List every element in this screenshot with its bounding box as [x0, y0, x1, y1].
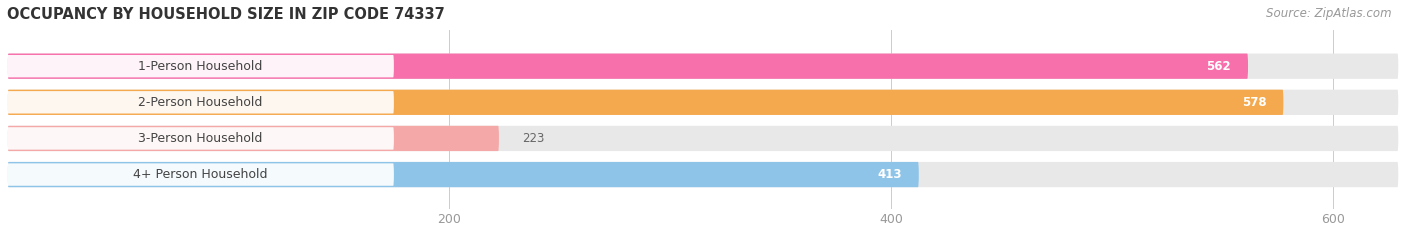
- Text: 223: 223: [522, 132, 544, 145]
- Text: 1-Person Household: 1-Person Household: [138, 60, 263, 73]
- FancyBboxPatch shape: [7, 126, 499, 151]
- Text: Source: ZipAtlas.com: Source: ZipAtlas.com: [1267, 7, 1392, 20]
- FancyBboxPatch shape: [7, 126, 1399, 151]
- FancyBboxPatch shape: [7, 163, 394, 186]
- Text: 4+ Person Household: 4+ Person Household: [134, 168, 267, 181]
- FancyBboxPatch shape: [7, 55, 394, 77]
- Text: 413: 413: [877, 168, 901, 181]
- FancyBboxPatch shape: [7, 90, 1284, 115]
- FancyBboxPatch shape: [7, 162, 918, 187]
- Text: 2-Person Household: 2-Person Household: [138, 96, 263, 109]
- Text: OCCUPANCY BY HOUSEHOLD SIZE IN ZIP CODE 74337: OCCUPANCY BY HOUSEHOLD SIZE IN ZIP CODE …: [7, 7, 444, 22]
- FancyBboxPatch shape: [7, 54, 1249, 79]
- FancyBboxPatch shape: [7, 54, 1399, 79]
- FancyBboxPatch shape: [7, 91, 394, 113]
- Text: 578: 578: [1241, 96, 1267, 109]
- Text: 3-Person Household: 3-Person Household: [138, 132, 263, 145]
- Text: 562: 562: [1206, 60, 1232, 73]
- FancyBboxPatch shape: [7, 90, 1399, 115]
- FancyBboxPatch shape: [7, 162, 1399, 187]
- FancyBboxPatch shape: [7, 127, 394, 150]
